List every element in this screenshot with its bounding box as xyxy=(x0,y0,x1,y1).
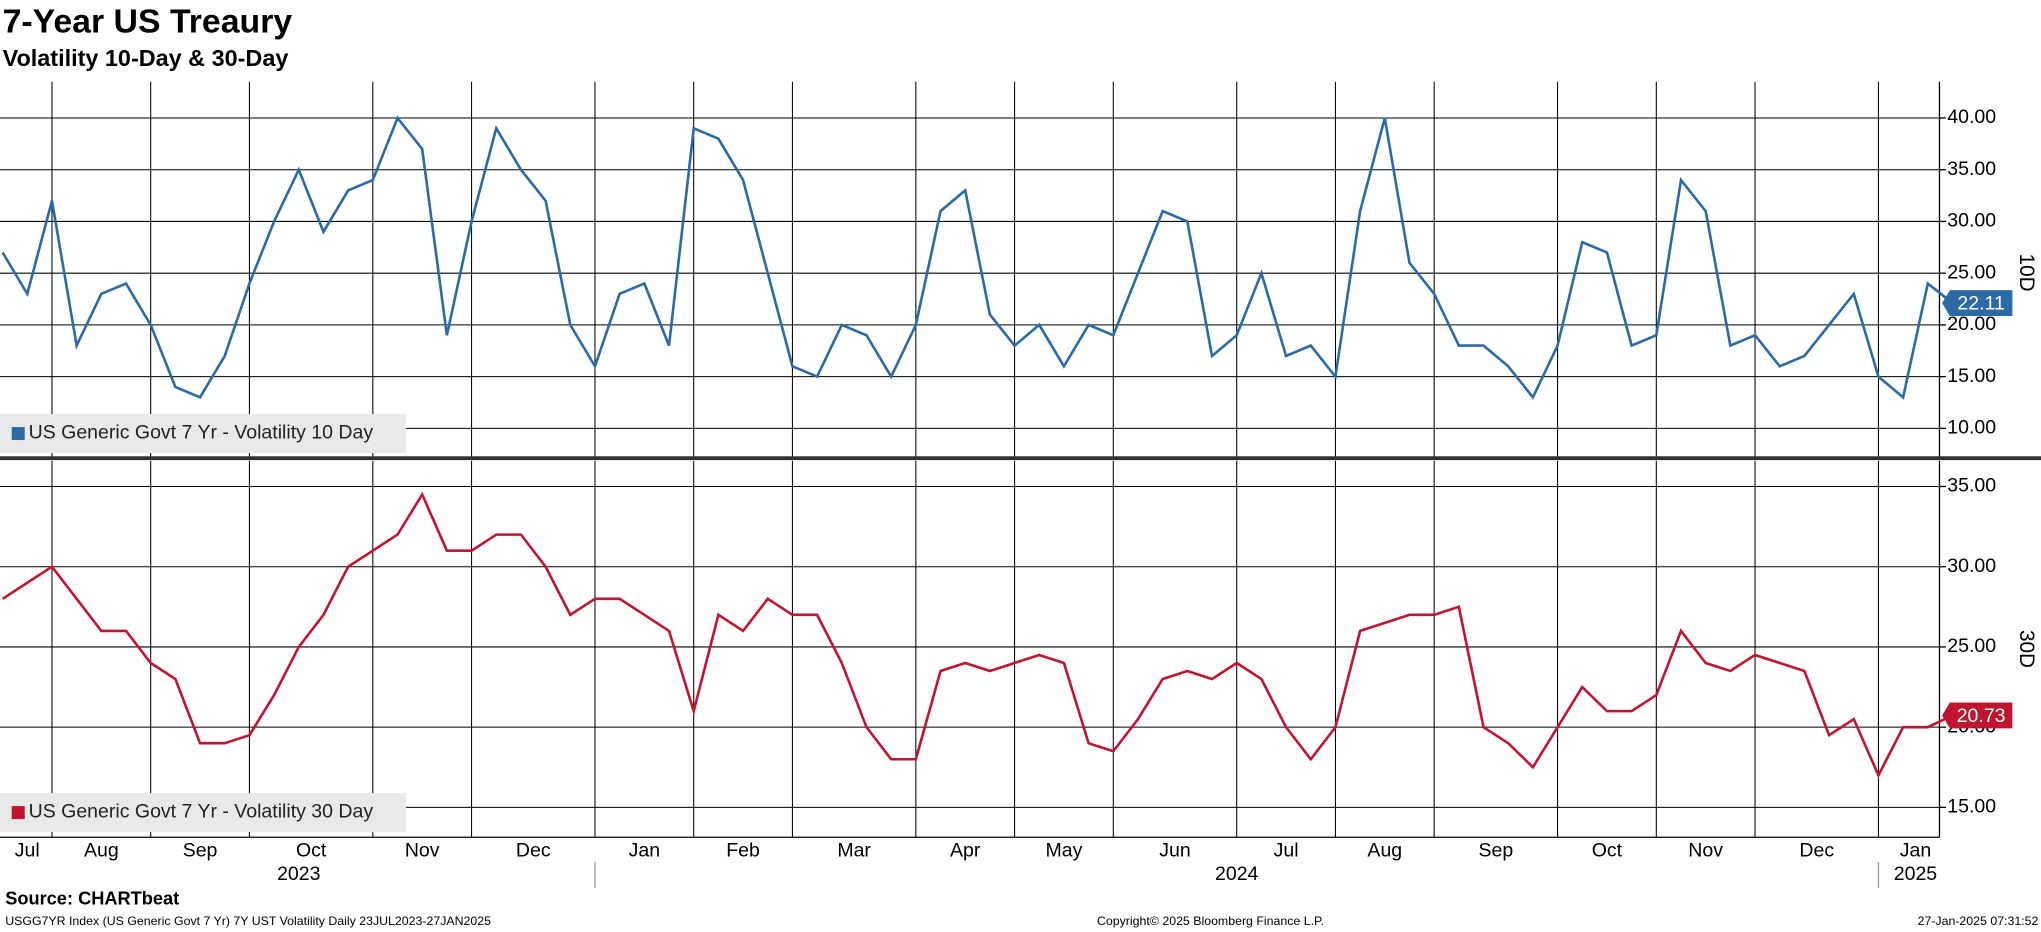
y-tick-label: 25.00 xyxy=(1947,635,1996,657)
x-tick-label: May xyxy=(1046,840,1083,862)
y-tick-label: 15.00 xyxy=(1947,796,1996,818)
x-tick-label: Feb xyxy=(726,840,760,862)
y-tick-label: 35.00 xyxy=(1947,475,1996,497)
x-tick-label: Mar xyxy=(837,840,871,862)
y-tick-label: 30.00 xyxy=(1947,555,1996,577)
x-tick-label: Dec xyxy=(1799,840,1834,862)
x-tick-label: Jun xyxy=(1159,840,1190,862)
y-tick-label: 20.00 xyxy=(1947,313,1996,335)
last-value-tag xyxy=(1942,290,2013,317)
x-tick-label: Dec xyxy=(516,840,551,862)
y-tick-label: 25.00 xyxy=(1947,261,1996,283)
y-tick-label: 40.00 xyxy=(1947,106,1996,128)
last-value-label: 20.73 xyxy=(1957,705,2006,727)
x-tick-label: Sep xyxy=(1479,840,1514,862)
chart-subtitle: Volatility 10-Day & 30-Day xyxy=(3,45,289,71)
source: Source: CHARTbeat xyxy=(5,888,179,908)
x-tick-label: Jul xyxy=(15,840,40,862)
y-tick-label: 35.00 xyxy=(1947,158,1996,180)
legend-box xyxy=(0,414,407,454)
x-tick-label: Jan xyxy=(1900,840,1931,862)
last-value-label: 22.11 xyxy=(1957,293,2004,315)
x-tick-label: Aug xyxy=(84,840,119,862)
x-tick-label: Nov xyxy=(405,840,440,862)
x-tick-label: Aug xyxy=(1367,840,1402,862)
chart-title: 7-Year US Treaury xyxy=(3,2,293,40)
x-tick-label: Sep xyxy=(183,840,218,862)
x-year-label: 2024 xyxy=(1215,863,1259,885)
legend-swatch xyxy=(11,427,25,441)
data-line xyxy=(1,491,1954,779)
x-tick-label: Jul xyxy=(1274,840,1299,862)
footer-timestamp: 27-Jan-2025 07:31:52 xyxy=(1918,914,2039,928)
x-tick-label: Oct xyxy=(296,840,327,862)
legend-label: US Generic Govt 7 Yr - Volatility 10 Day xyxy=(29,422,374,444)
y-tick-label: 10.00 xyxy=(1947,417,1996,439)
x-tick-label: Jan xyxy=(629,840,660,862)
y-tick-label: 15.00 xyxy=(1947,365,1996,387)
x-tick-label: Apr xyxy=(950,840,981,862)
x-year-label: 2023 xyxy=(277,863,320,885)
legend-box xyxy=(0,793,407,833)
last-value-tag xyxy=(1942,702,2013,729)
footer-description: USGG7YR Index (US Generic Govt 7 Yr) 7Y … xyxy=(5,914,491,928)
y-axis-label: 10D xyxy=(2015,254,2038,292)
y-axis-label: 30D xyxy=(2015,630,2038,668)
x-tick-label: Oct xyxy=(1592,840,1623,862)
data-line xyxy=(1,115,1954,400)
footer-copyright: Copyright© 2025 Bloomberg Finance L.P. xyxy=(1097,914,1324,928)
legend-label: US Generic Govt 7 Yr - Volatility 30 Day xyxy=(29,801,374,823)
x-year-label: 2025 xyxy=(1894,863,1938,885)
legend-swatch xyxy=(11,806,25,820)
x-tick-label: Nov xyxy=(1688,840,1723,862)
y-tick-label: 30.00 xyxy=(1947,210,1996,232)
